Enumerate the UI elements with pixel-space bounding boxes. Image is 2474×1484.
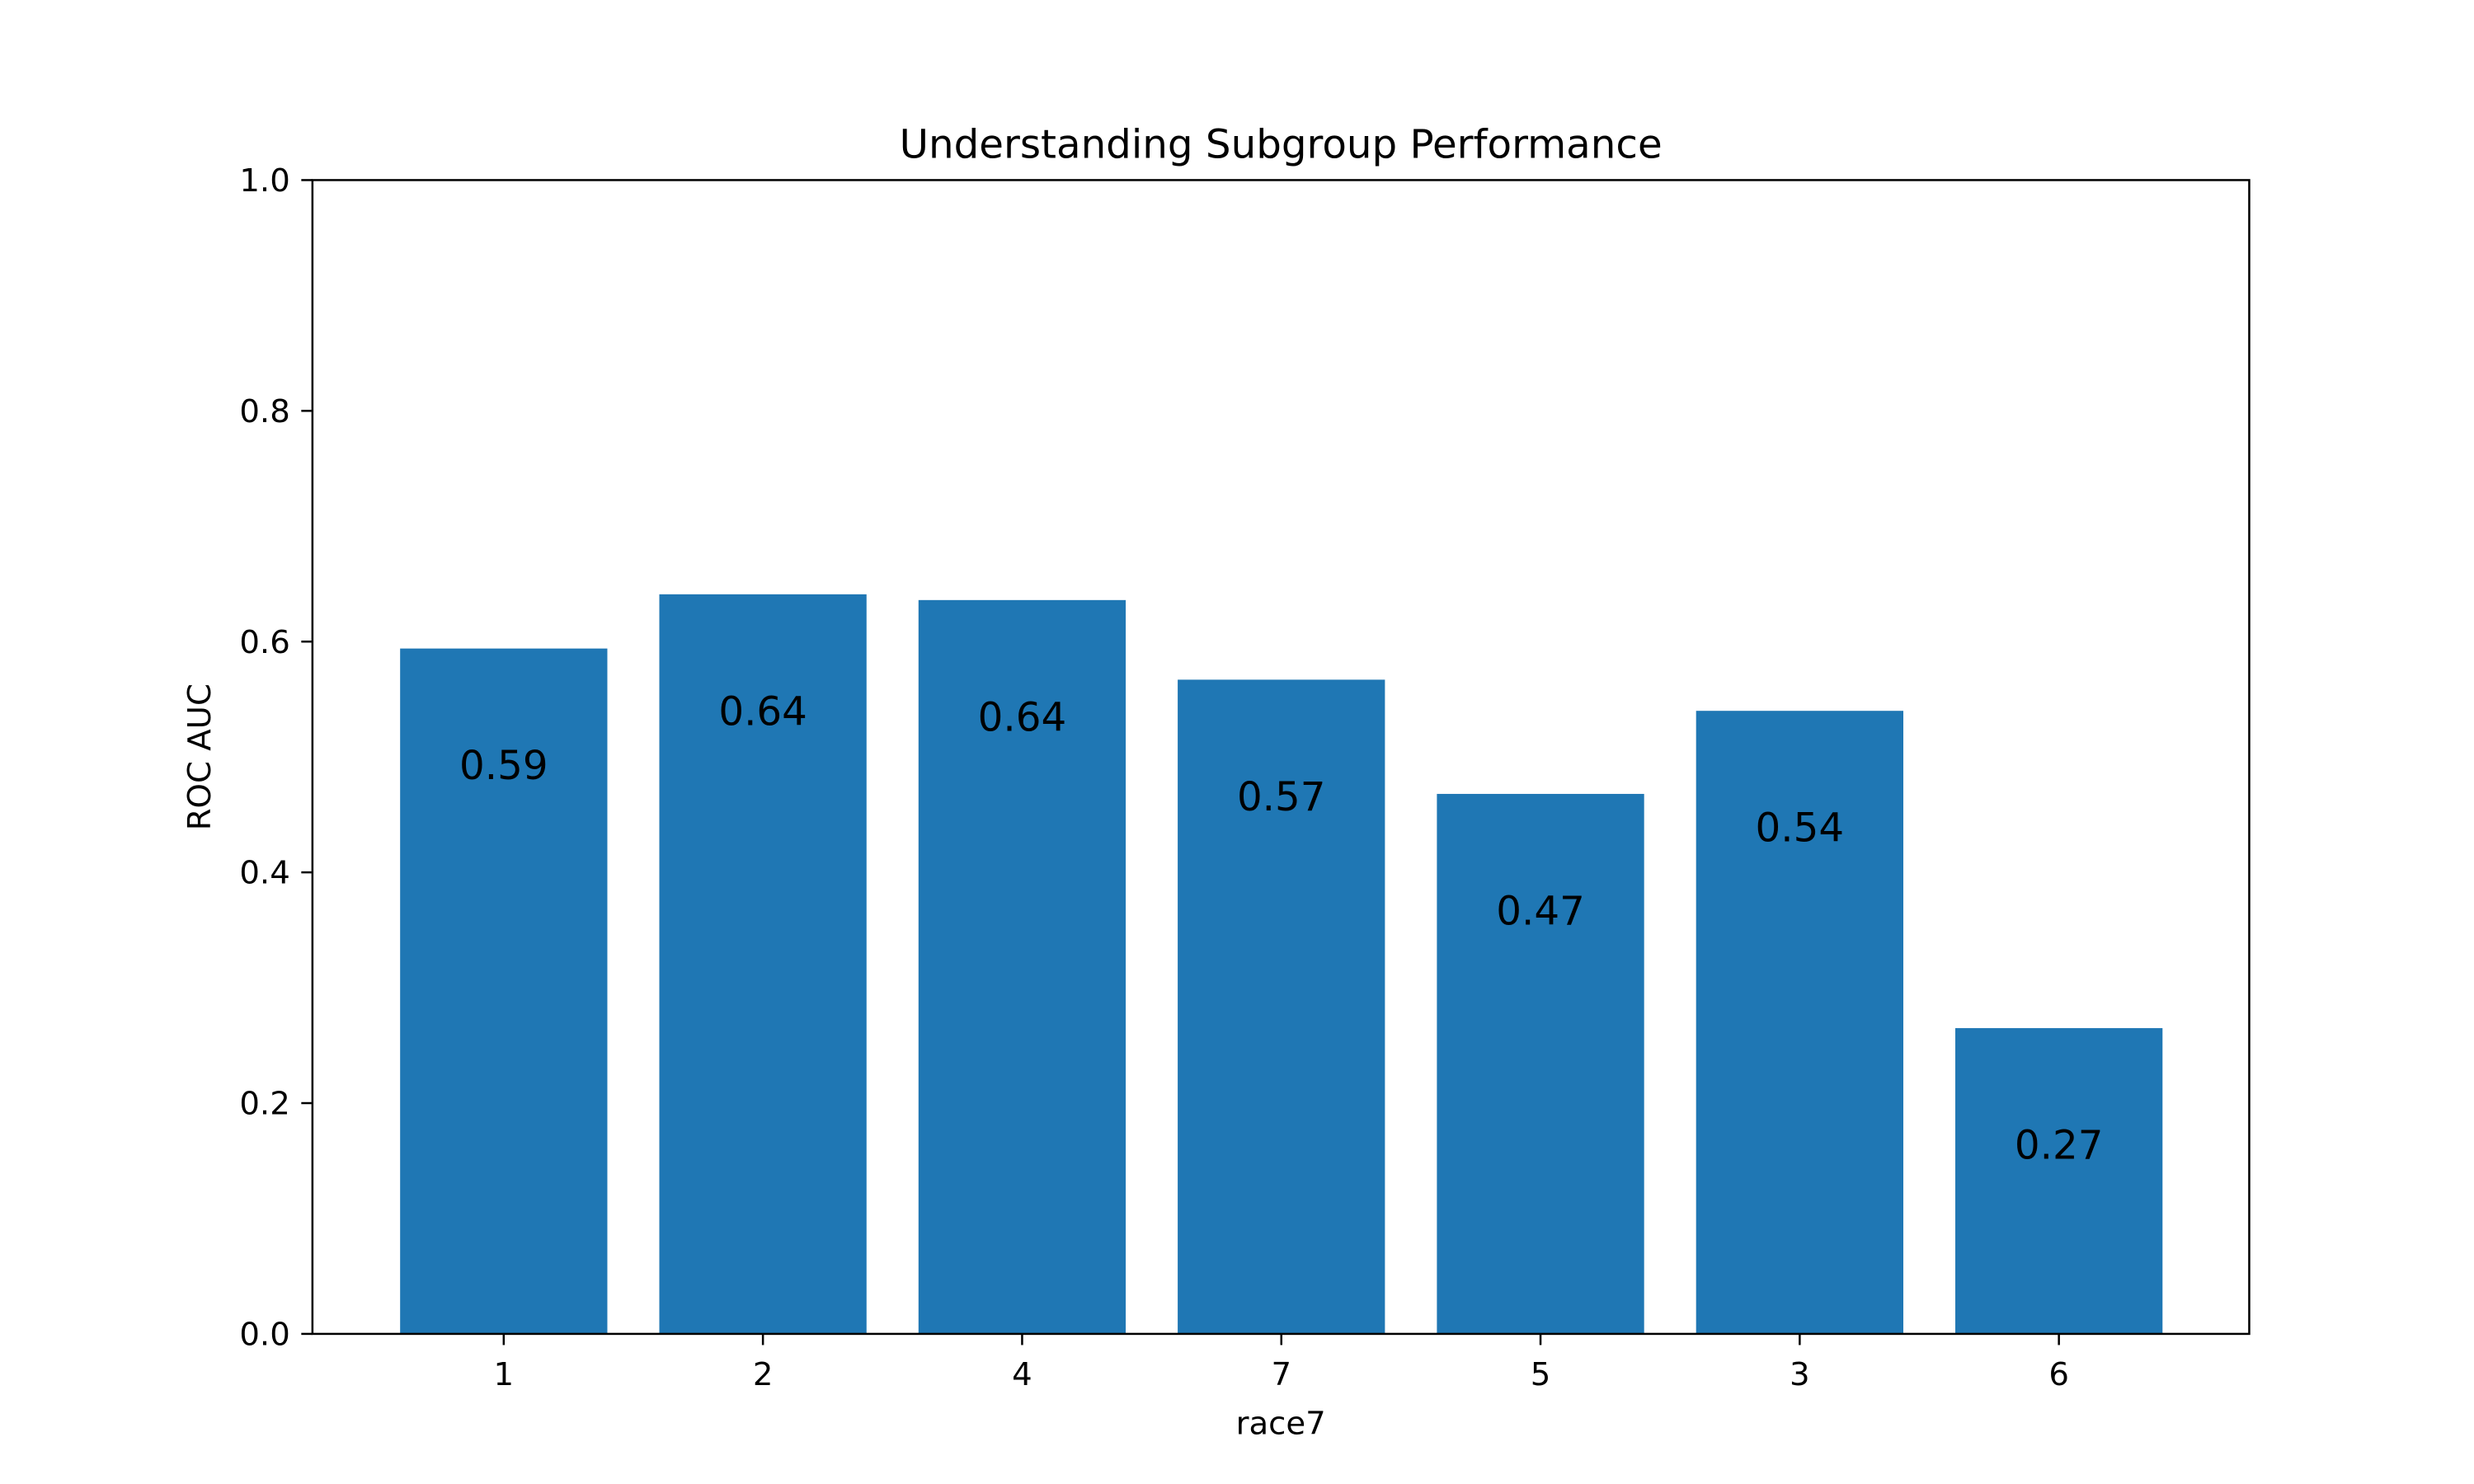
bar-3	[1696, 711, 1903, 1334]
bar-7	[1178, 679, 1385, 1334]
bar-4	[918, 599, 1126, 1334]
y-tick-label-0.0: 0.0	[239, 1316, 289, 1353]
data-label-7: 0.57	[1237, 774, 1326, 820]
data-label-4: 0.64	[978, 694, 1067, 740]
data-labels: 0.59 0.64 0.64 0.57 0.47 0.54 0.27	[459, 688, 2103, 1168]
y-tick-label-0.8: 0.8	[239, 393, 289, 430]
bars	[400, 594, 2163, 1334]
x-tick-label-2: 2	[753, 1356, 774, 1393]
chart-title: Understanding Subgroup Performance	[900, 121, 1663, 167]
bar-6	[1955, 1028, 2163, 1334]
x-tick-label-5: 5	[1531, 1356, 1551, 1393]
x-tick-label-4: 4	[1012, 1356, 1032, 1393]
x-tick-label-7: 7	[1271, 1356, 1291, 1393]
data-label-5: 0.47	[1496, 888, 1585, 934]
x-tick-label-1: 1	[494, 1356, 515, 1393]
bar-2	[659, 594, 867, 1334]
y-tick-label-0.6: 0.6	[239, 624, 289, 661]
data-label-6: 0.27	[2015, 1123, 2104, 1169]
x-tick-label-6: 6	[2048, 1356, 2069, 1393]
data-label-1: 0.59	[459, 743, 548, 789]
bar-5	[1437, 793, 1644, 1334]
y-tick-label-0.4: 0.4	[239, 855, 289, 892]
bar-1	[400, 648, 608, 1334]
y-axis-ticks: 0.0 0.2 0.4 0.6 0.8 1.0	[239, 162, 313, 1353]
data-label-3: 0.54	[1756, 805, 1845, 852]
x-axis-label: race7	[1236, 1406, 1326, 1443]
plot-frame	[311, 179, 2251, 1336]
x-tick-label-3: 3	[1790, 1356, 1810, 1393]
x-axis-ticks: 1 2 4 7 5 3 6	[494, 1333, 2069, 1393]
y-tick-label-1.0: 1.0	[239, 162, 289, 200]
data-label-2: 0.64	[718, 688, 807, 735]
y-tick-label-0.2: 0.2	[239, 1086, 289, 1123]
y-axis-label: ROC AUC	[181, 683, 219, 830]
